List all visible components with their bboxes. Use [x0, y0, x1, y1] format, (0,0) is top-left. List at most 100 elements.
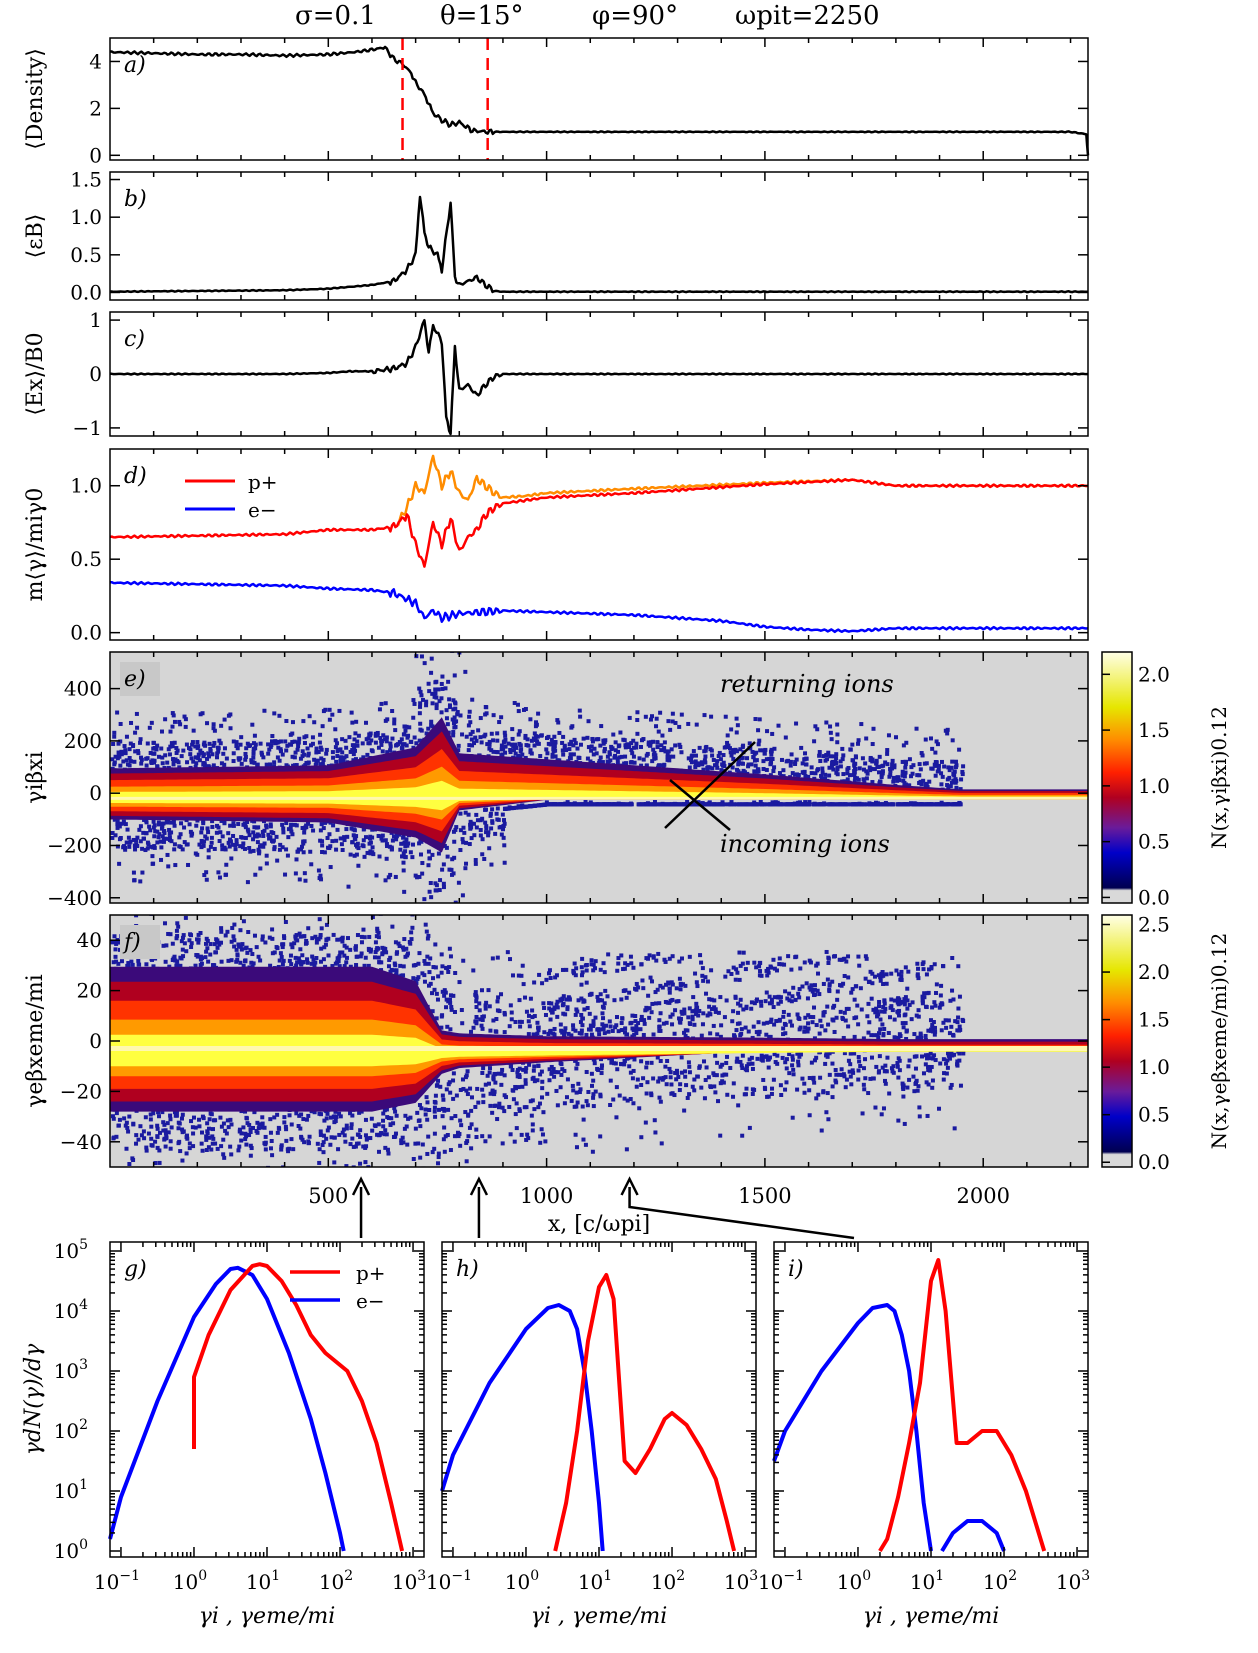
panel-f-dot: [401, 964, 406, 969]
panel-e-dot: [619, 754, 624, 759]
panel-e-dot: [790, 771, 795, 776]
panel-f-dot: [587, 992, 592, 997]
panel-f-dot: [857, 1059, 862, 1064]
panel-f-dot: [466, 1134, 471, 1139]
panel-e-dot: [538, 754, 543, 759]
panel-f-dot: [492, 1072, 497, 1077]
panel-e-dot: [138, 737, 143, 742]
panel-f-dot: [392, 968, 397, 973]
panel-f-dot: [250, 952, 255, 957]
panel-f-dot: [513, 1112, 518, 1117]
panel-e-dot: [257, 849, 262, 854]
panel-f-dot: [668, 1070, 673, 1075]
panel-e-dot: [747, 802, 752, 807]
panel-f-dot: [178, 963, 183, 968]
panel-f-dot: [677, 976, 682, 981]
panel-e-dot: [499, 743, 504, 748]
panel-e-dot: [464, 734, 469, 739]
panel-e-dot: [377, 854, 382, 859]
panel-e-dot: [401, 868, 406, 873]
panel-e-dot: [199, 830, 204, 835]
panel-f-dot: [614, 1015, 619, 1020]
panel-f-dot: [650, 1001, 655, 1006]
panel-e-dot: [818, 759, 823, 764]
panel-e-dot: [506, 741, 511, 746]
panel-f-dot: [849, 990, 854, 995]
panel-e-dot: [398, 847, 403, 852]
panel-e-dot: [904, 740, 909, 745]
panel-e-dot: [550, 752, 555, 757]
panel-f-dot: [180, 947, 185, 952]
panel-f-dot: [180, 1112, 185, 1117]
panel-f-dot: [555, 999, 560, 1004]
panel-f-dot: [376, 1149, 381, 1154]
panel-f-dot: [172, 954, 177, 959]
panel-e-dot: [869, 766, 874, 771]
panel-e-dot: [546, 734, 551, 739]
panel-f-dot: [902, 1121, 907, 1126]
panel-e-dot: [881, 763, 886, 768]
panel-e-dot: [236, 822, 241, 827]
panel-e-dot: [730, 765, 735, 770]
panel-f-dot: [322, 1118, 327, 1123]
panel-f-dot: [686, 1060, 691, 1065]
panel-f-dot: [248, 1127, 253, 1132]
panel-e-dot: [883, 802, 888, 807]
panel-f-dot: [711, 1023, 716, 1028]
panel-e-dot: [895, 778, 900, 783]
panel-e-dot: [749, 762, 754, 767]
panel-f-dot: [153, 1161, 158, 1166]
panel-f-dot: [436, 1155, 441, 1160]
panel-e-dot: [605, 754, 610, 759]
panel-f-dot: [785, 996, 790, 1001]
panel-f-dot: [949, 1024, 954, 1029]
panel-f-dot: [771, 957, 776, 962]
panel-f-dot: [340, 939, 345, 944]
panel-e-ytick-label: −400: [47, 886, 102, 910]
panel-f-dot: [215, 1146, 220, 1151]
panel-f-dot: [579, 965, 584, 970]
panel-f-dot: [731, 965, 736, 970]
panel-f-dot: [944, 1071, 949, 1076]
panel-f-dot: [336, 955, 341, 960]
panel-f-dot: [907, 1077, 912, 1082]
panel-e-label-box: [120, 662, 160, 696]
panel-f-dot: [777, 962, 782, 967]
panel-f-dot: [404, 1124, 409, 1129]
panel-e-dot: [469, 737, 474, 742]
panel-f-dot: [474, 999, 479, 1004]
panel-e-dot: [220, 847, 225, 852]
panel-e-dot: [275, 755, 280, 760]
panel-f-dot: [761, 1077, 766, 1082]
panel-e-dot: [239, 735, 244, 740]
panel-e-dot: [552, 734, 557, 739]
panel-f-dot: [913, 1066, 918, 1071]
panel-e-dot: [829, 737, 834, 742]
panel-f-dot: [281, 958, 286, 963]
panel-e-dot: [351, 827, 356, 832]
panel-e-dot: [533, 734, 538, 739]
panel-e-dot: [336, 747, 341, 752]
panel-e-dot: [127, 844, 132, 849]
panel-e-dot: [168, 838, 173, 843]
panel-e-dot: [874, 758, 879, 763]
panel-f-dot: [318, 959, 323, 964]
panel-e-dot: [856, 738, 861, 743]
panel-f-dot: [362, 963, 367, 968]
panel-e-dot: [127, 755, 132, 760]
panel-c-ytick-label: −1: [73, 416, 102, 440]
panel-f-dot: [318, 935, 323, 940]
panel-f-dot: [303, 941, 308, 946]
panel-f-dot: [649, 1010, 654, 1015]
panel-f-dot: [759, 973, 764, 978]
panel-e-dot: [495, 738, 500, 743]
panel-e-dot: [318, 745, 323, 750]
panel-f-dot: [798, 966, 803, 971]
panel-e-dot: [464, 840, 469, 845]
panel-f-dot: [442, 1107, 447, 1112]
panel-e-dot: [892, 776, 897, 781]
panel-f-dot: [275, 946, 280, 951]
panel-f-dot: [869, 996, 874, 1001]
panel-f-dot: [495, 955, 500, 960]
panel-e-dot: [229, 856, 234, 861]
